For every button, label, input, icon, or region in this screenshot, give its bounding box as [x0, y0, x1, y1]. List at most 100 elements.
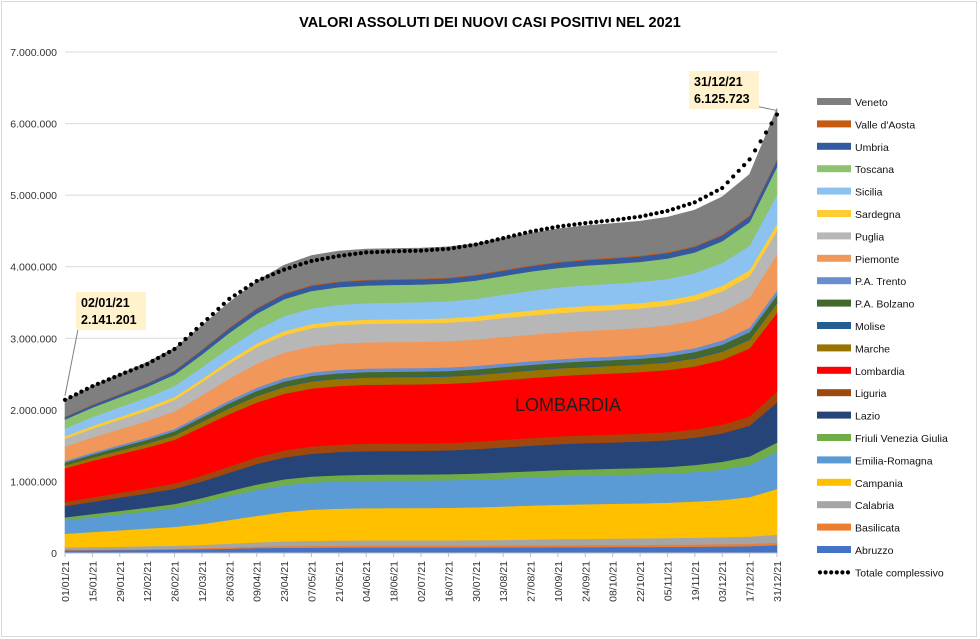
- legend-swatch: [817, 165, 851, 173]
- x-tick-label: 12/03/21: [197, 561, 209, 602]
- legend-item-calabria: Calabria: [817, 500, 894, 512]
- legend-item-sardegna: Sardegna: [817, 209, 901, 221]
- callout-date: 31/12/21: [694, 75, 743, 89]
- legend-label: Molise: [855, 321, 886, 333]
- x-tick-label: 15/01/21: [87, 561, 99, 602]
- total-dot: [484, 239, 489, 245]
- chart-title: VALORI ASSOLUTI DEI NUOVI CASI POSITIVI …: [299, 15, 681, 31]
- total-dot: [418, 248, 424, 253]
- legend-item-p-a-trento: P.A. Trento: [817, 276, 906, 288]
- total-dot: [440, 247, 445, 252]
- legend-swatch: [817, 434, 851, 441]
- total-dot: [188, 331, 194, 337]
- x-tick-label: 13/08/21: [498, 561, 510, 602]
- total-dot: [566, 223, 572, 228]
- legend-item-basilicata: Basilicata: [817, 523, 900, 535]
- total-dot: [62, 397, 68, 402]
- total-dot: [221, 301, 226, 306]
- legend-item-molise: Molise: [817, 321, 886, 333]
- legend-label: Sardegna: [855, 209, 901, 221]
- total-dot: [638, 214, 643, 219]
- total-dot: [451, 245, 456, 251]
- total-dot: [714, 188, 719, 193]
- x-tick-label: 22/10/21: [635, 561, 647, 602]
- total-dot: [605, 218, 610, 223]
- total-dot: [90, 384, 95, 389]
- legend-label: Liguria: [855, 388, 887, 400]
- callout-value: 6.125.723: [694, 92, 750, 106]
- x-tick-label: 04/06/21: [361, 561, 373, 602]
- total-dot: [588, 220, 593, 225]
- total-dot: [68, 395, 73, 400]
- total-dot: [402, 248, 407, 254]
- total-dot: [731, 174, 736, 179]
- total-dot: [271, 272, 276, 277]
- total-dot: [490, 238, 495, 243]
- x-tick-label: 12/02/21: [142, 561, 154, 602]
- total-dot: [380, 249, 385, 254]
- total-dot: [386, 249, 391, 254]
- legend-item-lazio: Lazio: [817, 411, 880, 423]
- total-dot: [506, 234, 511, 239]
- x-tick-label: 21/05/21: [334, 561, 346, 602]
- area-layers: [64, 108, 778, 554]
- y-tick-label: 0: [51, 548, 57, 560]
- total-dot: [435, 247, 440, 252]
- total-dot: [156, 355, 161, 361]
- callout: 31/12/21 6.125.723: [689, 71, 778, 112]
- total-dot: [358, 251, 363, 256]
- legend-item-veneto: Veneto: [817, 97, 888, 109]
- total-dot: [511, 233, 517, 238]
- y-tick-label: 2.000.000: [10, 405, 57, 417]
- legend-swatch: [817, 254, 851, 262]
- legend-label: Marche: [855, 343, 890, 355]
- total-dot: [621, 216, 626, 221]
- x-tick-label: 19/11/21: [690, 561, 702, 601]
- total-dot: [347, 252, 352, 257]
- x-tick-label: 23/04/21: [279, 561, 291, 602]
- legend-item-piemonte: Piemonte: [817, 254, 900, 266]
- legend-swatch: [817, 142, 851, 150]
- x-tick-label: 26/03/21: [224, 561, 236, 602]
- legend-swatch: [817, 210, 851, 217]
- y-tick-label: 6.000.000: [10, 119, 57, 131]
- legend-swatch: [817, 366, 851, 374]
- total-dot: [687, 201, 692, 207]
- legend-label: Veneto: [855, 97, 888, 109]
- legend-label: Totale complessivo: [855, 567, 944, 579]
- legend-item-puglia: Puglia: [817, 231, 884, 243]
- legend-item-valle-d-aosta: Valle d'Aosta: [817, 119, 915, 131]
- legend-dot: [829, 570, 834, 575]
- legend-label: Basilicata: [855, 523, 900, 535]
- total-dot: [139, 364, 144, 369]
- legend-swatch: [817, 299, 851, 307]
- y-tick-label: 4.000.000: [10, 262, 57, 274]
- total-dot: [205, 316, 210, 322]
- legend-swatch: [817, 344, 851, 352]
- x-tick-label: 24/09/21: [580, 561, 592, 602]
- total-dot: [391, 249, 396, 254]
- legend-swatch: [817, 411, 851, 419]
- total-dot: [325, 255, 330, 261]
- legend-swatch: [817, 478, 851, 486]
- total-dot: [479, 241, 484, 246]
- total-dot: [101, 379, 106, 384]
- total-dot: [249, 282, 254, 287]
- total-dot: [320, 256, 325, 262]
- total-dot: [577, 221, 582, 226]
- legend-swatch: [817, 501, 851, 509]
- legend-label: Emilia-Romagna: [855, 455, 933, 467]
- total-dot: [216, 306, 221, 311]
- total-series: [62, 112, 780, 402]
- legend-item-totale-complessivo: Totale complessivo: [817, 567, 944, 579]
- total-dot: [550, 225, 555, 230]
- total-dot: [495, 237, 500, 242]
- total-dot: [769, 121, 774, 126]
- total-dot: [698, 197, 703, 202]
- total-dot: [501, 236, 506, 241]
- total-dot: [616, 217, 621, 222]
- callout: 02/01/21 2.141.201: [64, 292, 146, 396]
- x-tick-label: 09/04/21: [252, 561, 264, 602]
- legend-dot: [823, 570, 828, 575]
